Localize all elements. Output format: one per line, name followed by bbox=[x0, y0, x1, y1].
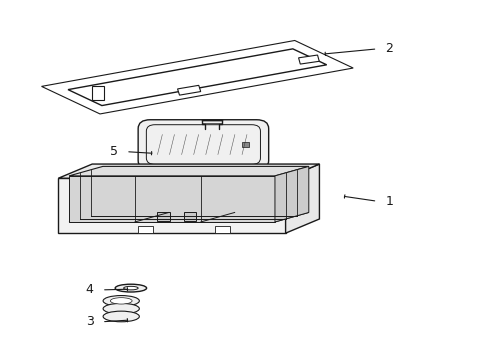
Text: 4: 4 bbox=[86, 283, 94, 296]
Text: 1: 1 bbox=[385, 195, 393, 208]
Ellipse shape bbox=[103, 311, 139, 322]
Ellipse shape bbox=[123, 286, 138, 290]
Polygon shape bbox=[92, 86, 104, 100]
Polygon shape bbox=[177, 85, 200, 95]
Polygon shape bbox=[69, 212, 308, 222]
Polygon shape bbox=[215, 226, 229, 233]
Polygon shape bbox=[183, 212, 196, 221]
Polygon shape bbox=[157, 212, 169, 221]
Polygon shape bbox=[58, 178, 285, 233]
Polygon shape bbox=[58, 164, 319, 178]
Polygon shape bbox=[138, 226, 152, 233]
Polygon shape bbox=[69, 176, 274, 222]
Text: 3: 3 bbox=[86, 315, 94, 328]
Polygon shape bbox=[69, 166, 308, 176]
Text: 2: 2 bbox=[385, 42, 393, 55]
FancyBboxPatch shape bbox=[138, 120, 268, 169]
Polygon shape bbox=[285, 164, 319, 233]
Ellipse shape bbox=[103, 303, 139, 314]
Polygon shape bbox=[298, 55, 319, 64]
Ellipse shape bbox=[115, 284, 146, 292]
Text: 5: 5 bbox=[110, 145, 118, 158]
Polygon shape bbox=[242, 143, 249, 147]
Polygon shape bbox=[274, 166, 308, 222]
Ellipse shape bbox=[103, 296, 139, 306]
Ellipse shape bbox=[110, 298, 132, 304]
